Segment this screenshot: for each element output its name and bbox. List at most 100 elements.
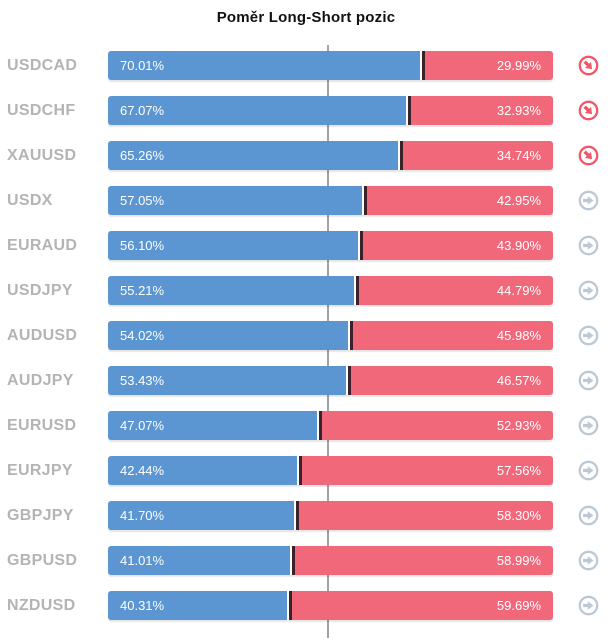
arrow-right-circle-icon[interactable]: [578, 325, 599, 346]
long-value: 56.10%: [120, 238, 165, 253]
bar-gap: [357, 231, 360, 260]
arrow-right-circle-icon[interactable]: [578, 190, 599, 211]
symbol-label: XAUUSD: [7, 146, 77, 164]
short-value: 58.99%: [496, 553, 541, 568]
short-value: 58.30%: [496, 508, 541, 523]
arrow-right-circle-icon[interactable]: [578, 460, 599, 481]
trend-icon-cell: [553, 460, 612, 481]
ratio-list: USDCAD 70.01% 29.99% USDCHF: [0, 43, 612, 628]
short-bar-segment: 57.56%: [301, 456, 553, 485]
bar-gap: [348, 321, 351, 350]
short-bar-segment: 46.57%: [350, 366, 553, 395]
symbol-label: GBPJPY: [7, 506, 74, 524]
ratio-row: USDCHF 67.07% 32.93%: [0, 88, 612, 133]
bar-gap: [296, 456, 299, 485]
short-bar-segment: 45.98%: [353, 321, 553, 350]
symbol-label: NZDUSD: [7, 596, 76, 614]
trend-icon-cell: [553, 235, 612, 256]
long-bar-segment: 56.10%: [108, 231, 358, 260]
short-bar-segment: 44.79%: [358, 276, 553, 305]
arrow-down-right-circle-icon[interactable]: [578, 145, 599, 166]
short-bar-segment: 42.95%: [366, 186, 553, 215]
bar-gap: [361, 186, 364, 215]
chart-title: Poměr Long-Short pozic: [216, 9, 396, 26]
bar-divider: [289, 591, 293, 620]
arrow-right-circle-icon[interactable]: [578, 595, 599, 616]
long-value: 53.43%: [120, 373, 165, 388]
ratio-row: EURJPY 42.44% 57.56%: [0, 448, 612, 493]
long-value: 54.02%: [120, 328, 165, 343]
ratio-bar: 67.07% 32.93%: [108, 96, 553, 125]
long-value: 42.44%: [120, 463, 165, 478]
symbol-label: EURUSD: [7, 416, 77, 434]
trend-icon-cell: [553, 190, 612, 211]
bar-divider: [295, 501, 299, 530]
short-value: 44.79%: [496, 283, 541, 298]
short-value: 57.56%: [496, 463, 541, 478]
bar-divider: [298, 456, 302, 485]
symbol-label: USDJPY: [7, 281, 73, 299]
arrow-right-circle-icon[interactable]: [578, 280, 599, 301]
short-bar-segment: 58.99%: [295, 546, 553, 575]
ratio-row: USDCAD 70.01% 29.99%: [0, 43, 612, 88]
arrow-right-circle-icon[interactable]: [578, 550, 599, 571]
bar-gap: [317, 411, 320, 440]
arrow-right-circle-icon[interactable]: [578, 505, 599, 526]
ratio-bar: 40.31% 59.69%: [108, 591, 553, 620]
bar-divider: [355, 276, 359, 305]
bar-divider: [350, 321, 354, 350]
long-value: 70.01%: [120, 58, 165, 73]
bar-gap: [290, 546, 293, 575]
bar-gap: [345, 366, 348, 395]
short-bar-segment: 29.99%: [424, 51, 553, 80]
ratio-row: USDJPY 55.21% 44.79%: [0, 268, 612, 313]
long-bar-segment: 57.05%: [108, 186, 362, 215]
short-bar-segment: 59.69%: [292, 591, 553, 620]
long-bar-segment: 42.44%: [108, 456, 297, 485]
arrow-right-circle-icon[interactable]: [578, 235, 599, 256]
symbol-label: EURAUD: [7, 236, 78, 254]
short-bar-segment: 43.90%: [362, 231, 553, 260]
bar-divider: [347, 366, 351, 395]
long-value: 41.01%: [120, 553, 165, 568]
ratio-bar: 70.01% 29.99%: [108, 51, 553, 80]
trend-icon-cell: [553, 100, 612, 121]
short-bar-segment: 52.93%: [322, 411, 553, 440]
symbol-label: AUDJPY: [7, 371, 74, 389]
short-value: 46.57%: [496, 373, 541, 388]
bar-divider: [319, 411, 323, 440]
ratio-bar: 56.10% 43.90%: [108, 231, 553, 260]
trend-icon-cell: [553, 550, 612, 571]
long-value: 57.05%: [120, 193, 165, 208]
ratio-bar: 47.07% 52.93%: [108, 411, 553, 440]
ratio-bar: 42.44% 57.56%: [108, 456, 553, 485]
short-value: 32.93%: [496, 103, 541, 118]
trend-icon-cell: [553, 505, 612, 526]
ratio-bar: 53.43% 46.57%: [108, 366, 553, 395]
ratio-bar: 54.02% 45.98%: [108, 321, 553, 350]
arrow-down-right-circle-icon[interactable]: [578, 100, 599, 121]
trend-icon-cell: [553, 55, 612, 76]
bar-gap: [293, 501, 296, 530]
long-value: 47.07%: [120, 418, 165, 433]
bar-gap: [419, 51, 422, 80]
arrow-down-right-circle-icon[interactable]: [578, 55, 599, 76]
long-bar-segment: 41.70%: [108, 501, 294, 530]
short-bar-segment: 34.74%: [403, 141, 553, 170]
bar-gap: [398, 141, 401, 170]
short-value: 34.74%: [496, 148, 541, 163]
symbol-label: USDX: [7, 191, 53, 209]
long-bar-segment: 54.02%: [108, 321, 349, 350]
trend-icon-cell: [553, 325, 612, 346]
arrow-right-circle-icon[interactable]: [578, 370, 599, 391]
symbol-label: GBPUSD: [7, 551, 78, 569]
short-bar-segment: 32.93%: [411, 96, 553, 125]
long-bar-segment: 53.43%: [108, 366, 346, 395]
bar-divider: [359, 231, 363, 260]
long-bar-segment: 47.07%: [108, 411, 318, 440]
bar-divider: [400, 141, 404, 170]
arrow-right-circle-icon[interactable]: [578, 415, 599, 436]
long-bar-segment: 67.07%: [108, 96, 407, 125]
ratio-bar: 65.26% 34.74%: [108, 141, 553, 170]
